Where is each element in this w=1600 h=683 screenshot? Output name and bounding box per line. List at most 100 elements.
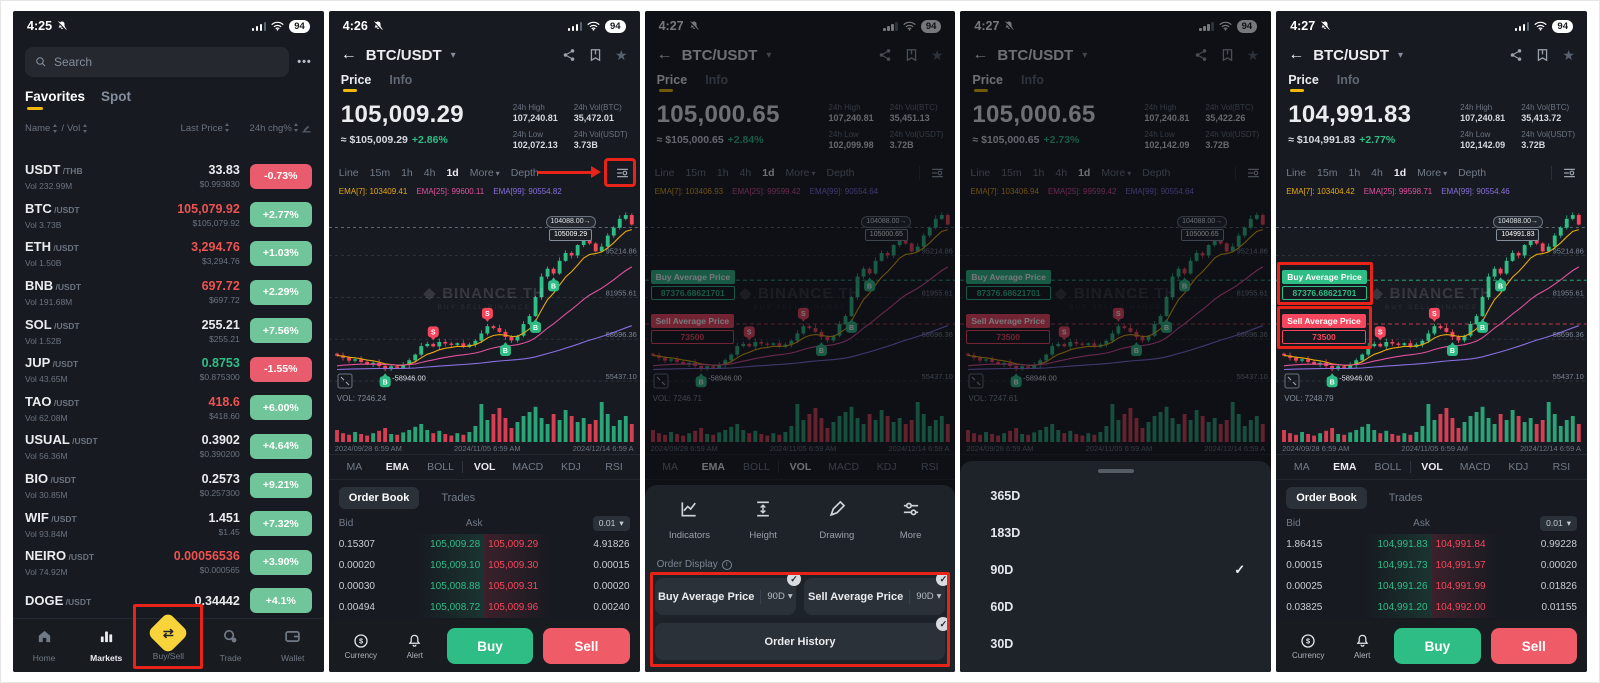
col-last-price[interactable]: Last Price [180,122,223,134]
market-row[interactable]: SOL /USDT Vol 1.52B 255.21 $255.21 +7.56% [13,311,324,350]
pair-title[interactable]: BTC/USDT [365,46,442,64]
search-input[interactable]: Search [25,47,290,77]
share-icon[interactable] [1509,48,1523,62]
nav-item-wallet[interactable]: Wallet [262,619,324,672]
col-24h-chg[interactable]: 24h chg% [249,122,292,134]
tf-1h[interactable]: 1h [1348,167,1361,179]
market-row[interactable]: DOGE /USDT 0.34442 +4.1% [13,582,324,618]
tf-4h[interactable]: 4h [1371,167,1383,179]
ind-macd[interactable]: MACD [512,461,544,473]
ind-ema[interactable]: EMA [1333,461,1357,473]
sheet-tool-height[interactable]: Height [726,499,800,541]
period-option-183d[interactable]: 183D [960,514,1271,551]
ind-ma[interactable]: MA [346,461,363,473]
tab-trades[interactable]: Trades [441,492,476,504]
ind-rsi[interactable]: RSI [1552,461,1571,473]
ind-vol[interactable]: VOL [473,461,496,473]
tf-1h[interactable]: 1h [401,167,413,179]
ind-boll[interactable]: BOLL [427,461,454,473]
market-row[interactable]: BNB /USDT Vol 191.68M 697.72 $697.72 +2.29% [13,273,324,312]
favorite-star-icon[interactable]: ★ [615,46,628,63]
tab-info[interactable]: Info [1336,73,1360,87]
ind-ema[interactable]: EMA [385,461,410,473]
nav-item-markets[interactable]: Markets [75,619,137,672]
tab-price[interactable]: Price [1288,73,1319,92]
orderbook-row[interactable]: 0.00030 105,008.88 105,009.31 0.00020 [329,576,640,597]
ind-kdj[interactable]: KDJ [1508,461,1529,473]
pair-caret-icon[interactable]: ▾ [450,49,456,61]
period-selector[interactable]: 90D ▾ [909,589,941,604]
tf-more[interactable]: More▾ [469,167,500,179]
col-vol[interactable]: Vol [66,122,81,134]
tab-order-book[interactable]: Order Book [1286,487,1367,509]
sell-button[interactable]: Sell [543,628,630,664]
period-option-365d[interactable]: 365D [960,477,1271,514]
order-display-order-history[interactable]: Order History ✓ [654,617,951,660]
favorite-star-icon[interactable]: ★ [1562,46,1575,63]
pair-caret-icon[interactable]: ▾ [1398,49,1404,61]
market-row[interactable]: USUAL /USDT Vol 56.36M 0.3902 $0.390200 +4.6… [13,427,324,466]
ind-rsi[interactable]: RSI [605,461,623,473]
currency-button[interactable]: $ Currency [339,633,383,660]
period-option-90d[interactable]: 90D ✓ [960,551,1271,588]
col-name[interactable]: Name [25,122,51,134]
portfolio-icon[interactable] [1536,48,1549,62]
precision-select[interactable]: 0.01▾ [1540,515,1577,531]
market-row[interactable]: WIF /USDT Vol 93.84M 1.451 $1.45 +7.32% [13,504,324,543]
period-option-30d[interactable]: 30D [960,625,1271,662]
market-row[interactable]: NEIRO /USDT Vol 74.92M 0.00056536 $0.000565… [13,543,324,582]
tf-1d[interactable]: 1d [446,167,459,179]
tf-line[interactable]: Line [1286,167,1307,179]
tab-favorites[interactable]: Favorites [25,89,85,110]
nav-item-trade[interactable]: Trade [199,619,261,672]
tf-depth[interactable]: Depth [1458,167,1487,179]
ind-macd[interactable]: MACD [1459,461,1491,473]
period-option-60d[interactable]: 60D [960,588,1271,625]
ind-ma[interactable]: MA [1293,461,1310,473]
precision-select[interactable]: 0.01▾ [592,515,630,531]
order-display-sell-average-price[interactable]: Sell Average Price 90D ▾ ✓ [804,572,951,615]
currency-button[interactable]: $ Currency [1286,633,1330,660]
ind-vol[interactable]: VOL [1421,461,1443,473]
edit-favorites-icon[interactable] [301,123,312,133]
back-button[interactable]: ← [340,46,357,63]
buy-button[interactable]: Buy [1394,628,1481,664]
tab-price[interactable]: Price [341,73,371,92]
orderbook-row[interactable]: 0.15307 105,009.28 105,009.29 4.91826 [329,534,640,555]
market-row[interactable]: TAO /USDT Vol 62.08M 418.6 $418.60 +6.00% [13,389,324,428]
ind-kdj[interactable]: KDJ [560,461,581,473]
alert-button[interactable]: Alert [393,633,437,660]
market-row[interactable]: JUP /USDT Vol 43.65M 0.8753 $0.875300 -1.55% [13,350,324,389]
buy-button[interactable]: Buy [446,628,534,664]
chart-settings-icon[interactable] [1550,166,1577,180]
orderbook-row[interactable]: 1.86415 104,991.83 104,991.84 0.99228 [1276,534,1587,555]
nav-item-home[interactable]: Home [13,619,75,672]
alert-button[interactable]: Alert [1340,633,1384,660]
drag-handle[interactable] [1097,469,1134,473]
tf-more[interactable]: More▾ [1417,167,1448,179]
share-icon[interactable] [562,48,576,62]
sheet-tool-more[interactable]: More [874,499,948,541]
tf-depth[interactable]: Depth [510,167,539,179]
orderbook-row[interactable]: 0.03825 104,991.20 104,992.00 0.01155 [1276,597,1587,618]
ind-boll[interactable]: BOLL [1374,461,1402,473]
tab-spot[interactable]: Spot [101,89,132,104]
tf-15m[interactable]: 15m [369,167,391,179]
tab-info[interactable]: Info [389,73,413,87]
tab-order-book[interactable]: Order Book [338,487,420,509]
orderbook-row[interactable]: 0.00494 105,008.72 105,009.96 0.00240 [329,597,640,618]
sheet-tool-indicators[interactable]: Indicators [653,499,727,541]
market-row[interactable]: BIO /USDT Vol 30.85M 0.2573 $0.257300 +9.21% [13,466,324,505]
pair-title[interactable]: BTC/USDT [1313,46,1390,64]
back-button[interactable]: ← [1288,46,1305,63]
tf-15m[interactable]: 15m [1317,167,1338,179]
orderbook-row[interactable]: 0.00025 104,991.26 104,991.99 0.01826 [1276,576,1587,597]
sheet-tool-drawing[interactable]: Drawing [800,499,874,541]
order-display-buy-average-price[interactable]: Buy Average Price 90D ▾ ✓ [654,572,801,615]
orderbook-row[interactable]: 0.00020 105,009.10 105,009.30 0.00015 [329,555,640,576]
market-row[interactable]: ETH /USDT Vol 1.50B 3,294.76 $3,294.76 +1.03… [13,234,324,273]
tf-4h[interactable]: 4h [423,167,436,179]
tf-line[interactable]: Line [338,167,359,179]
nav-item-buysell[interactable]: ⇄ Buy/Sell [133,604,204,672]
tab-trades[interactable]: Trades [1388,492,1423,504]
